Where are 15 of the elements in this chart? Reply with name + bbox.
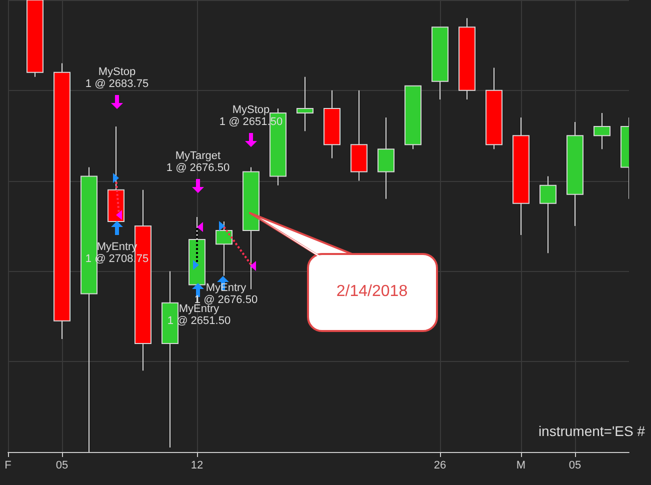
candlestick — [594, 112, 610, 150]
candlestick — [378, 117, 394, 200]
x-tick-label: 05 — [56, 460, 68, 472]
x-tick-label: 26 — [434, 460, 446, 472]
candlestick — [216, 220, 232, 276]
annotation: 2/14/2018 — [336, 283, 408, 301]
annotation: instrument='ES # — [538, 423, 645, 439]
candlestick — [296, 76, 314, 132]
annotation: MyTarget 1 @ 2676.50 — [166, 150, 230, 174]
x-tick-label: 12 — [190, 460, 204, 472]
annotation: MyStop 1 @ 2683.75 — [85, 66, 149, 90]
x-tick-label: 05 — [568, 460, 582, 472]
candlestick — [540, 176, 556, 254]
x-tick-label: F — [4, 460, 12, 472]
x-tick-label: M — [516, 460, 526, 472]
